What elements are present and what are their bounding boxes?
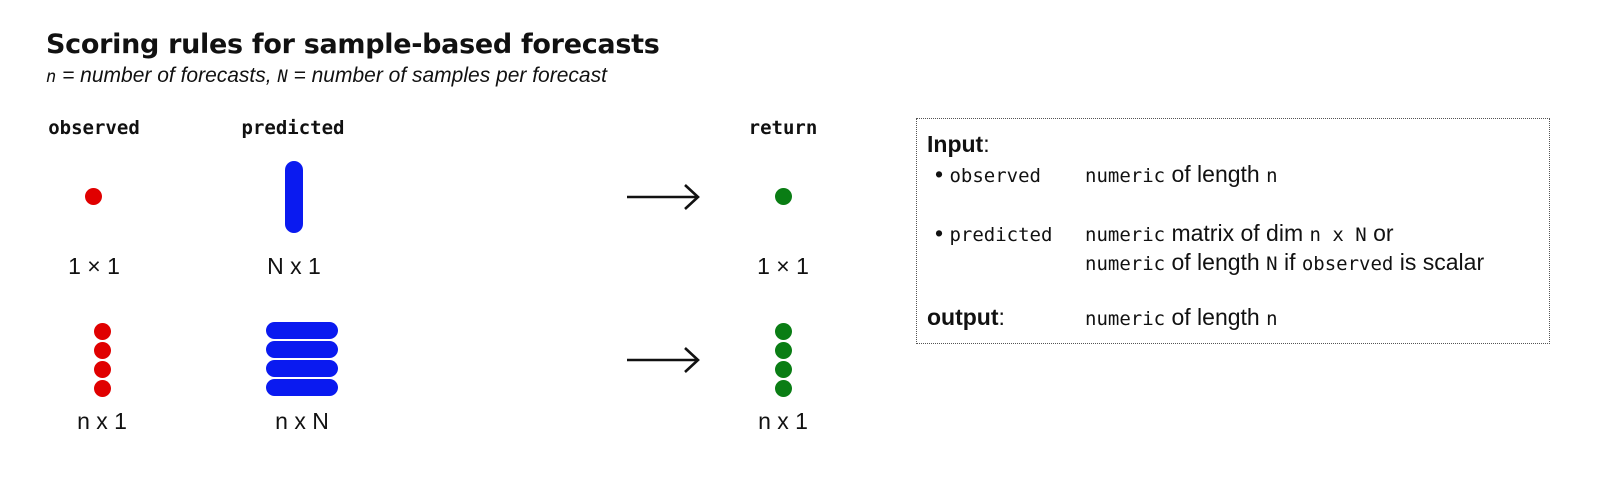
subtitle-n-symbol: n (46, 67, 57, 87)
subtitle-N-symbol: N (277, 67, 288, 87)
output-label: output (927, 304, 999, 330)
predicted-sample-bar-icon (266, 322, 338, 339)
desc-text: if (1277, 249, 1302, 275)
predicted-param-desc-line2: numeric of length N if observed is scala… (1085, 249, 1484, 276)
desc-text: or (1366, 220, 1394, 246)
length-code: n (1266, 165, 1278, 187)
desc-text: is scalar (1393, 249, 1485, 275)
dim-code: n x N (1309, 224, 1367, 246)
input-label: Input (927, 131, 984, 157)
observed-param-code: observed (949, 165, 1041, 187)
observed-point-icon (94, 361, 111, 378)
predicted-dim-label: N x 1 (267, 253, 321, 279)
input-heading: Input: (927, 131, 990, 158)
output-heading: output: (927, 304, 1005, 331)
predicted-dim-label: n x N (275, 408, 329, 434)
predicted-param-desc-line1: numeric matrix of dim n x N or (1085, 220, 1394, 247)
right-arrow-icon (627, 184, 700, 210)
right-arrow-icon (627, 347, 700, 373)
return-column-header: return (748, 117, 818, 139)
predicted-param-code: predicted (949, 224, 1053, 246)
predicted-column-header: predicted (241, 117, 345, 139)
length-code: n (1266, 308, 1278, 330)
predicted-sample-bar-icon (266, 341, 338, 358)
observed-code: observed (1301, 253, 1394, 275)
predicted-sample-bar-icon (266, 379, 338, 396)
desc-text: of length (1165, 161, 1267, 187)
diagram-title: Scoring rules for sample-based forecasts (46, 29, 660, 60)
type-code: numeric (1085, 308, 1166, 330)
type-code: numeric (1085, 253, 1166, 275)
return-point-icon (775, 380, 792, 397)
observed-dim-label: n x 1 (77, 408, 127, 434)
diagram-subtitle: n = number of forecasts, N = number of s… (46, 64, 607, 88)
output-desc: numeric of length n (1085, 304, 1278, 331)
output-colon: : (998, 304, 1005, 330)
predicted-sample-bar-icon (285, 161, 303, 233)
desc-text: of length (1165, 304, 1267, 330)
observed-point-icon (94, 342, 111, 359)
predicted-sample-bar-icon (266, 360, 338, 377)
io-description-box: Input: • observed numeric of length n • … (916, 118, 1550, 344)
observed-column-header: observed (48, 117, 140, 139)
observed-param-desc: numeric of length n (1085, 161, 1278, 188)
bullet: • (935, 161, 944, 187)
predicted-param-name: • predicted (935, 220, 1052, 247)
return-point-icon (775, 323, 792, 340)
type-code: numeric (1085, 165, 1166, 187)
return-point-icon (775, 188, 792, 205)
desc-text: matrix of dim (1165, 220, 1310, 246)
observed-point-icon (94, 380, 111, 397)
subtitle-N-text: = number of samples per forecast (287, 64, 607, 87)
desc-text: of length (1165, 249, 1267, 275)
return-dim-label: 1 × 1 (757, 253, 809, 279)
observed-dim-label: 1 × 1 (68, 253, 120, 279)
length-code: N (1266, 253, 1278, 275)
observed-point-icon (85, 188, 102, 205)
subtitle-n-text: = number of forecasts, (56, 64, 278, 87)
return-point-icon (775, 361, 792, 378)
observed-param-name: • observed (935, 161, 1041, 188)
bullet: • (935, 220, 944, 246)
observed-point-icon (94, 323, 111, 340)
input-colon: : (983, 131, 990, 157)
return-point-icon (775, 342, 792, 359)
return-dim-label: n x 1 (758, 408, 808, 434)
type-code: numeric (1085, 224, 1166, 246)
